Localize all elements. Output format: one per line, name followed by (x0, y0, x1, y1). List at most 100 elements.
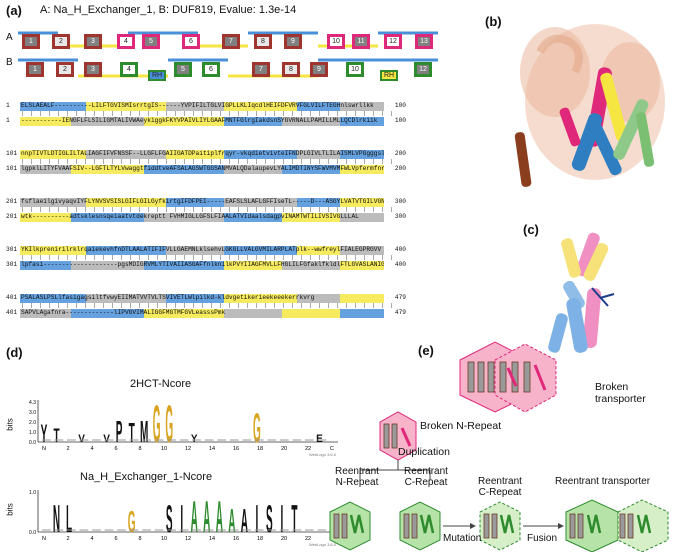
alignment-segment (296, 150, 341, 159)
alignment-segment (143, 213, 224, 222)
tm-helix-box-tracka-4: 4 (117, 34, 135, 49)
alignment-segment (143, 261, 224, 270)
tm-helix-box-tracka-7: 7 (222, 34, 240, 49)
logo-x-tick: N (42, 536, 46, 542)
label-reentrant-transporter: Reentrant transporter (555, 476, 651, 487)
logo-y-tick: 4.3 (29, 400, 36, 406)
alignment-segment (340, 165, 384, 174)
logo-letter: S (166, 498, 173, 542)
protein-structure-b (514, 24, 665, 187)
alignment-segment (85, 150, 166, 159)
logo-baseline-residue (67, 529, 76, 531)
logo-baseline-residue (179, 529, 189, 531)
logo-letter: I (255, 498, 258, 542)
logo-baseline-residue (204, 439, 214, 441)
tm-helix-box-trackb-13: 12 (414, 62, 432, 77)
logo-baseline-residue (317, 529, 327, 531)
alignment-end-index: 400 (394, 261, 406, 268)
label-reentrant-c-repeat-2: Reentrant C-Repeat (478, 476, 522, 498)
alignment-segment (143, 309, 224, 318)
panel-a-header: A: Na_H_Exchanger_1, B: DUF819, Evalue: … (40, 4, 297, 16)
tm-helix-box-trackb-10: 9 (310, 62, 328, 77)
logo-x-tick: 14 (209, 446, 215, 452)
panel-e-diagram (329, 341, 669, 552)
logo-letter: M (140, 414, 148, 449)
panel-label-c: (c) (523, 222, 539, 237)
logo-x-tick: 12 (185, 536, 191, 542)
alignment-segment (282, 309, 341, 318)
alignment-segment (85, 294, 166, 303)
logo-baseline-residue (42, 529, 51, 531)
logo-letter: G (128, 504, 136, 539)
tm-helix-box-tracka-2: 2 (52, 34, 70, 49)
logo-baseline-residue (154, 529, 164, 531)
logo-x-tick: 20 (281, 446, 287, 452)
alignment-segment (340, 117, 384, 126)
logo-baseline-residue (304, 529, 314, 531)
alignment-end-index: 300 (394, 213, 406, 220)
tm-helix-box-trackb-3: 3 (84, 62, 102, 77)
logo-letter: I (281, 498, 284, 542)
track-b-boxes: 1 2 3 4 RH 5 6 7 8 9 10 RH 12 (26, 62, 446, 81)
panel-label-d: (d) (6, 345, 23, 360)
alignment-segment (296, 294, 341, 303)
logo-baseline-residue (129, 529, 139, 531)
alignment-segment (223, 309, 283, 318)
alignment-sequence-text: wtk----------adtsklesnsqeiaatvtdekreptt … (21, 213, 359, 220)
alignment-segment (165, 294, 224, 303)
logo-baseline-residue (104, 439, 114, 441)
alignment-connector (22, 159, 392, 164)
logo-letter: T (291, 498, 297, 542)
tm-helix-box-trackb-9: 8 (282, 62, 300, 77)
logo-y-tick: 0.0 (29, 530, 36, 536)
logo2-title: Na_H_Exchanger_1-Ncore (80, 471, 213, 483)
logo-baseline-residue (229, 529, 239, 531)
logo-baseline-residue (304, 439, 314, 441)
alignment-start-index: 201 (6, 213, 18, 220)
alignment-row-b: 1 -----------IENGFLFLSILIGMTALIVWAeykiggk… (6, 117, 406, 126)
logo-y-tick: 2.0 (29, 420, 36, 426)
logo-x-tick: C (330, 446, 334, 452)
alignment-segment (85, 246, 166, 255)
alignment-segment (340, 198, 384, 207)
alignment-start-index: 101 (6, 150, 18, 157)
track-a-boxes: 1 2 3 4 5 6 7 8 9 10 11 12 13 (22, 34, 442, 52)
alignment-row-a: 1 ELSLAEALF----------LILFTGVISMIsrrtgIS--… (6, 102, 406, 111)
alignment-sequence-text: nnpTIVTLDTIGLILTALIAGFIFVFNSSF--LLGFLFGA… (21, 150, 384, 157)
alignment-sequence: PSALASLPSLlfasigagsiltfvwyEIIMATVVTVLTSV… (20, 294, 384, 303)
alignment-segment (296, 102, 341, 111)
logo-baseline-residue (92, 529, 101, 531)
logo-x-tick: 4 (90, 446, 93, 452)
logo1-yaxis-label: bits (5, 418, 15, 431)
track-a-label: A (6, 32, 13, 43)
logo-y-tick: 1.0 (29, 430, 36, 436)
alignment-row-b: 201 wtk----------adtsklesnsqeiaatvtdekrep… (6, 213, 406, 222)
logo-baseline-residue (54, 439, 64, 441)
logo-x-tick: 18 (257, 536, 263, 542)
logo-letter: T (53, 426, 59, 447)
alignment-segment (340, 294, 384, 303)
alignment-sequence: nnpTIVTLDTIGLILTALIAGFIFVFNSSF--LLGFLFGA… (20, 150, 384, 159)
alignment-segment (223, 198, 297, 207)
logo-letter: Y (191, 433, 198, 446)
logo-letter: A (228, 504, 235, 541)
alignment-sequence: fsflaeilgivyaqvIYFLYNVSVSISLGIFLGILGyfki… (20, 198, 384, 207)
logo-baseline-residue (79, 529, 89, 531)
alignment-start-index: 301 (6, 246, 18, 253)
logo-x-tick: N (42, 446, 46, 452)
logo-baseline-residue (192, 529, 202, 531)
alignment-segment (223, 150, 297, 159)
logo-x-tick: 22 (305, 446, 311, 452)
label-duplication: Duplication (398, 446, 450, 458)
logo-x-tick: 2 (66, 536, 69, 542)
logo-baseline-residue (317, 439, 327, 441)
tm-helix-box-trackb-12: RH (380, 70, 398, 81)
logo-x-tick: 6 (114, 536, 117, 542)
tm-helix-box-trackb-4: 4 (120, 62, 138, 77)
alignment-segment (282, 261, 341, 270)
logo-letter: L (66, 498, 72, 542)
alignment-segment (340, 102, 384, 111)
alignment-sequence: ELSLAEALF----------LILFTGVISMIsrrtgIS---… (20, 102, 384, 111)
logo-letter: G (153, 398, 161, 455)
